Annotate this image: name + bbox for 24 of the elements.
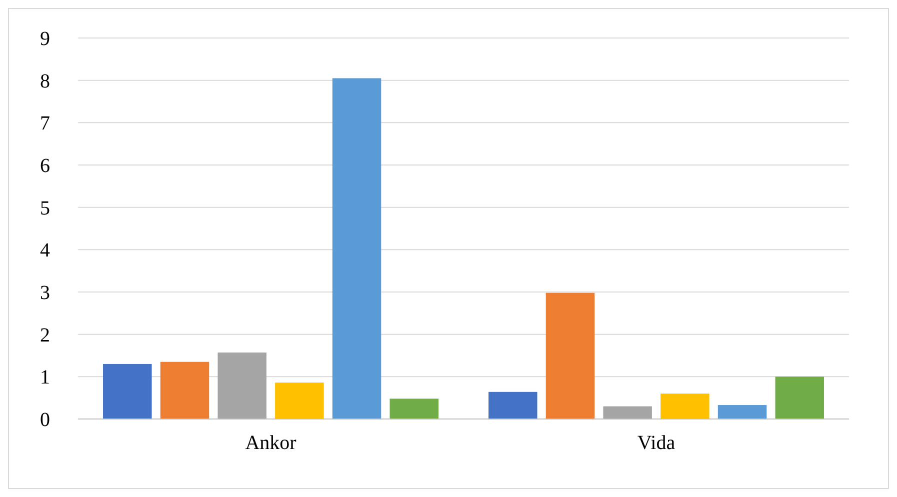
x-tick-label: Vida <box>637 432 676 454</box>
bar <box>603 406 652 419</box>
bar <box>775 376 824 419</box>
bar <box>718 405 767 419</box>
bar <box>160 362 210 419</box>
y-tick-label: 1 <box>40 366 50 389</box>
y-tick-label: 5 <box>40 197 50 220</box>
bar <box>218 352 266 419</box>
y-tick-label: 9 <box>40 28 50 50</box>
y-tick-label: 0 <box>40 409 50 431</box>
y-tick-label: 2 <box>40 324 50 346</box>
bar <box>275 382 324 419</box>
bar <box>390 398 438 419</box>
y-tick-label: 8 <box>40 70 50 92</box>
bar <box>332 78 382 419</box>
y-tick-label: 4 <box>40 240 50 262</box>
y-tick-label: 7 <box>40 112 50 135</box>
bar <box>103 364 152 419</box>
bar <box>488 392 538 419</box>
bar <box>660 394 710 419</box>
y-tick-label: 3 <box>40 282 50 304</box>
bar <box>546 292 595 419</box>
y-tick-label: 6 <box>40 155 50 177</box>
x-tick-label: Ankor <box>245 432 297 454</box>
